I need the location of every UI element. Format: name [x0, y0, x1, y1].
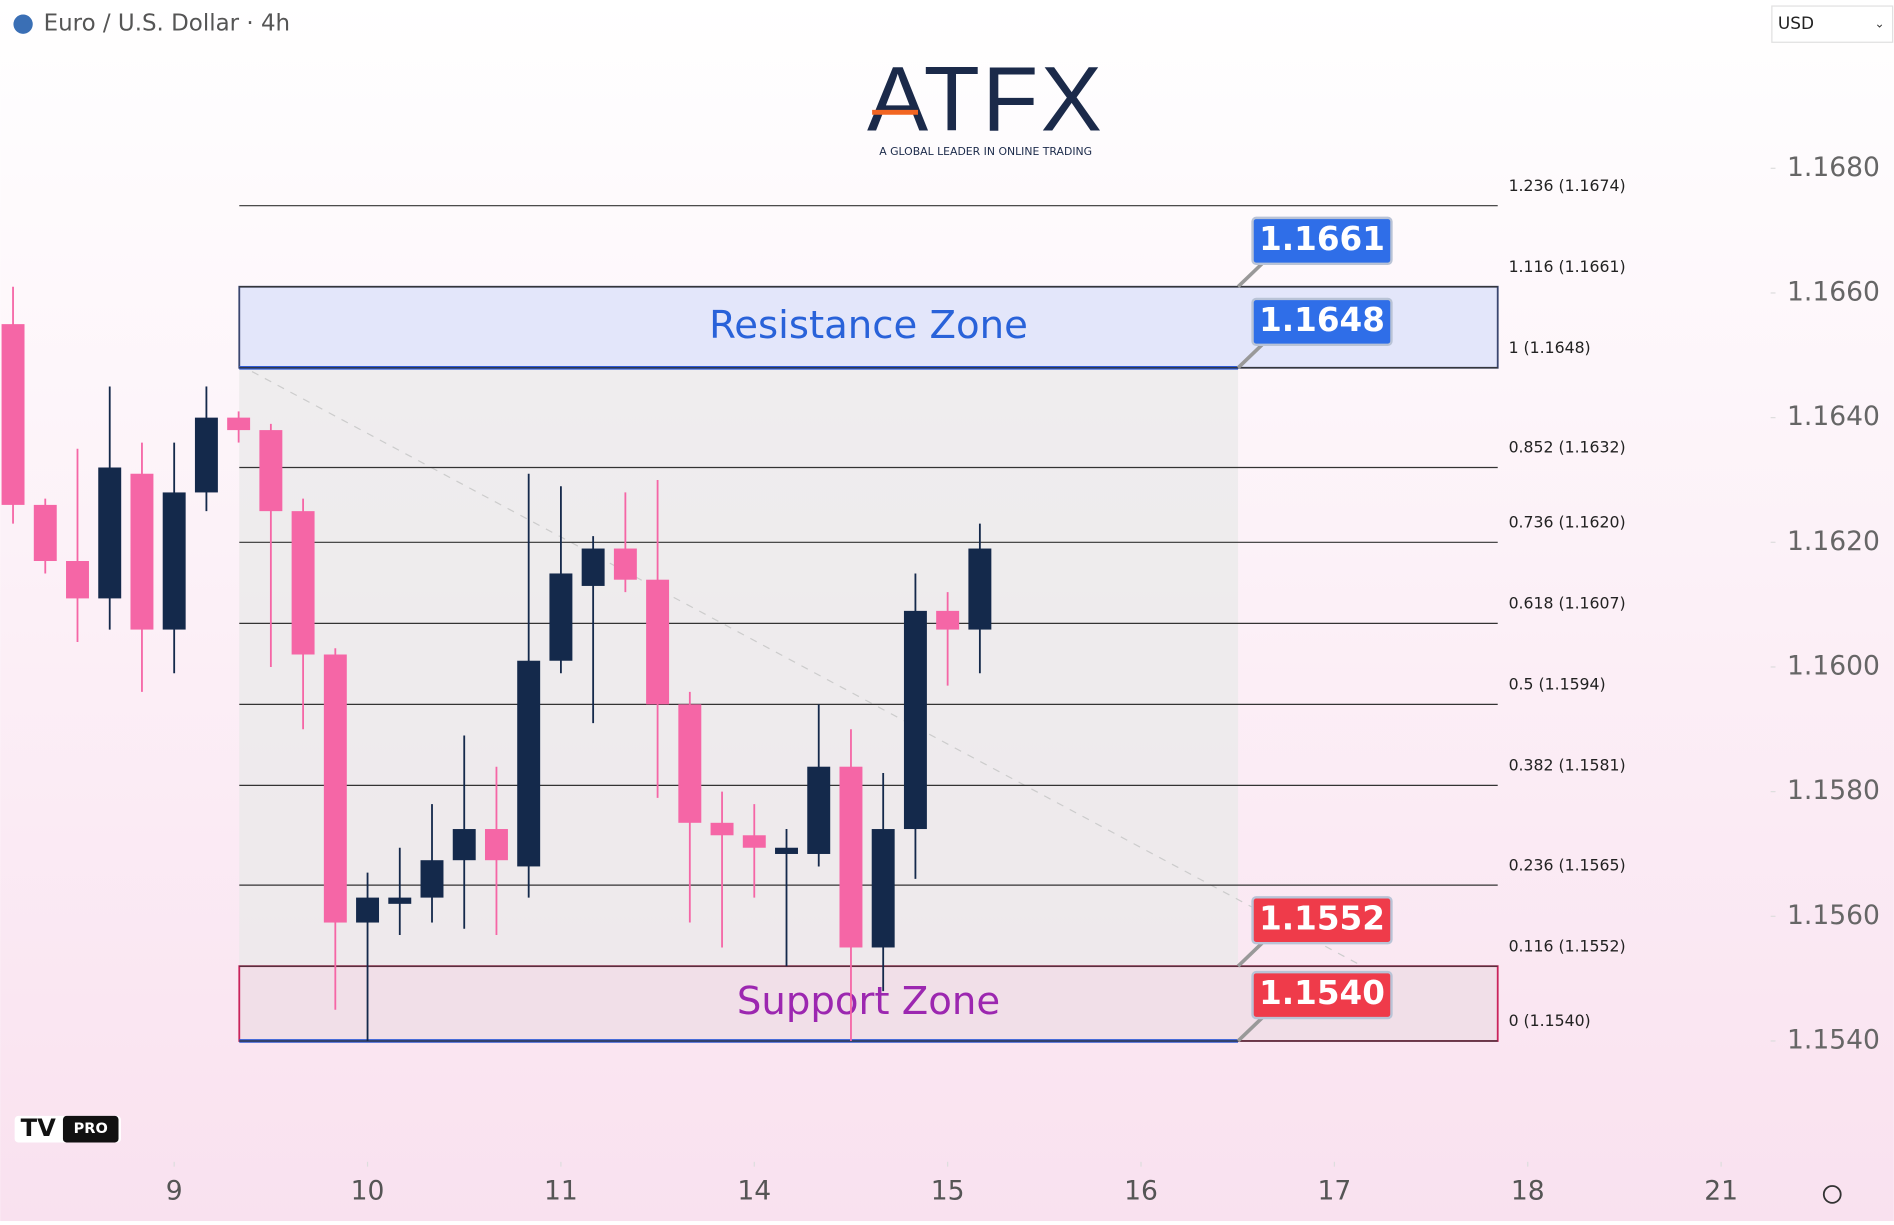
candle-body — [613, 548, 637, 580]
candle-body — [742, 835, 766, 848]
candle-body — [968, 548, 992, 630]
tv-logo: TV — [21, 1114, 56, 1142]
candle-body — [839, 766, 863, 948]
candle-body — [356, 897, 380, 923]
y-tick-label: 1.1540 — [1787, 1024, 1880, 1055]
fib-label: 1.116 (1.1661) — [1509, 257, 1626, 276]
candle-body — [581, 548, 605, 586]
y-tick-label: 1.1560 — [1787, 900, 1880, 931]
pro-bg — [62, 1115, 119, 1143]
candle-body — [517, 660, 541, 867]
chart-title: Euro / U.S. Dollar · 4h — [44, 11, 290, 37]
x-tick-label: 14 — [737, 1176, 771, 1207]
candle-body — [66, 561, 89, 599]
fib-label: 1 (1.1648) — [1509, 338, 1591, 357]
y-tick-label: 1.1580 — [1787, 775, 1880, 806]
y-tick-label: 1.1660 — [1787, 276, 1880, 307]
y-tick-label: 1.1680 — [1787, 152, 1880, 183]
price-tag — [1251, 216, 1393, 265]
candle-body — [903, 610, 927, 830]
price-tag — [1251, 297, 1393, 347]
candle-body — [452, 829, 476, 861]
fib-label: 0 (1.1540) — [1509, 1011, 1591, 1030]
fib-shade — [239, 364, 1239, 1039]
candle-body — [323, 654, 347, 923]
fib-label: 0.618 (1.1607) — [1509, 594, 1626, 613]
dropdown-arrow[interactable]: ⌄ — [1875, 17, 1885, 31]
flag-icon — [13, 14, 33, 34]
fib-label: 0.5 (1.1594) — [1509, 675, 1606, 694]
price-tag — [1251, 970, 1393, 1020]
candle-body — [936, 610, 960, 630]
zone-label: Resistance Zone — [709, 303, 1028, 348]
candle-body — [549, 573, 573, 661]
y-tick-label: 1.1640 — [1787, 401, 1880, 432]
x-tick-label: 9 — [166, 1176, 183, 1207]
x-tick-label: 18 — [1511, 1176, 1545, 1207]
candle-body — [33, 504, 57, 562]
currency-select[interactable] — [1771, 5, 1894, 43]
candle-body — [130, 473, 154, 630]
settings-icon[interactable] — [1822, 1185, 1842, 1204]
candle-body — [871, 829, 895, 948]
y-tick-label: 1.1620 — [1787, 526, 1880, 557]
candle-body — [291, 511, 315, 655]
candle-body — [1, 324, 25, 505]
x-tick-label: 16 — [1124, 1176, 1158, 1207]
candle-body — [194, 417, 218, 493]
fib-label: 1.236 (1.1674) — [1509, 176, 1626, 195]
fib-label: 0.852 (1.1632) — [1509, 438, 1626, 457]
price-tag-label: 1.1540 — [1259, 974, 1385, 1012]
x-tick-label: 11 — [544, 1176, 578, 1207]
logo-tagline: A GLOBAL LEADER IN ONLINE TRADING — [879, 145, 1092, 158]
x-tick-label: 15 — [931, 1176, 965, 1207]
x-tick-label: 21 — [1704, 1176, 1738, 1207]
fib-label: 0.736 (1.1620) — [1509, 512, 1626, 531]
candle-body — [484, 829, 508, 861]
candle-body — [162, 492, 186, 630]
x-tick-label: 17 — [1317, 1176, 1351, 1207]
candle-body — [678, 704, 702, 823]
fib-label: 0.116 (1.1552) — [1509, 936, 1626, 955]
price-tag — [1251, 896, 1393, 945]
candle-body — [98, 467, 122, 599]
currency-label[interactable]: USD — [1778, 13, 1814, 33]
plot: 1.1540 1.1560 1.1580 1.1600 1.1620 1.1640 1.16… — [1, 152, 1880, 1207]
logo: ATFX — [867, 49, 1104, 151]
candle-body — [259, 430, 283, 512]
fib-label: 0.382 (1.1581) — [1509, 756, 1626, 775]
candle-body — [807, 766, 831, 854]
x-tick-label: 10 — [351, 1176, 385, 1207]
price-tag-label: 1.1552 — [1259, 899, 1385, 937]
y-tick-label: 1.1600 — [1787, 650, 1880, 681]
candle-body — [646, 579, 670, 705]
pro-badge: PRO — [74, 1121, 108, 1137]
price-tag-label: 1.1661 — [1259, 220, 1385, 258]
candle-body — [420, 860, 444, 898]
price-tag-label: 1.1648 — [1259, 301, 1385, 339]
candle-body — [227, 417, 251, 431]
candle-body — [710, 822, 734, 836]
candle-body — [775, 847, 798, 854]
zone-label: Support Zone — [737, 979, 1000, 1024]
fib-label: 0.236 (1.1565) — [1509, 855, 1626, 874]
candle-body — [388, 897, 412, 904]
